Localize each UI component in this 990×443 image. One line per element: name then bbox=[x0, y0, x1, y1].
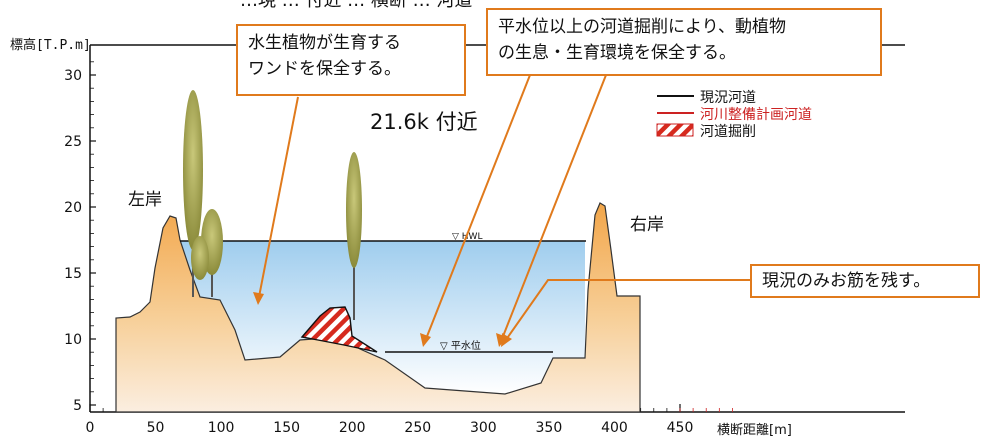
excavation-area bbox=[300, 306, 378, 353]
title-partial: …現 … 付近 … 横断 … 河道 bbox=[240, 0, 472, 11]
x-axis-title: 横断距離[m] bbox=[717, 423, 792, 438]
tree-center bbox=[346, 152, 362, 268]
y-tick-label-5: 5 bbox=[73, 398, 82, 414]
tree-group-left bbox=[183, 90, 223, 297]
x-tick-label-250: 250 bbox=[404, 420, 431, 436]
x-tick-label-0: 0 bbox=[86, 420, 95, 436]
y-tick-label-25: 25 bbox=[64, 134, 82, 150]
callout-channel: 現況のみお筋を残す。 bbox=[750, 264, 980, 298]
left-bank-label: 左岸 bbox=[128, 190, 162, 210]
y-tick-label-10: 10 bbox=[64, 332, 82, 348]
x-axis-ticks: 0 50 100 150 200 250 300 350 400 450 bbox=[86, 404, 733, 436]
callout-excavation-line-2: の生息・生育環境を保全する。 bbox=[498, 43, 736, 63]
legend-label-existing: 現況河道 bbox=[700, 90, 756, 106]
tree-tall bbox=[183, 90, 203, 250]
x-tick-label-450: 450 bbox=[667, 420, 694, 436]
x-tick-label-150: 150 bbox=[273, 420, 300, 436]
y-tick-label-20: 20 bbox=[64, 200, 82, 216]
callout-excavation: 平水位以上の河道掘削により、動植物 の生息・生育環境を保全する。 bbox=[486, 8, 882, 76]
leader-wando bbox=[257, 96, 299, 303]
leader-channel-arrow bbox=[501, 333, 512, 347]
callout-excavation-line-1: 平水位以上の河道掘削により、動植物 bbox=[498, 17, 786, 37]
x-tick-label-350: 350 bbox=[536, 420, 563, 436]
leader-excavation-1-arrow bbox=[420, 333, 431, 347]
location-label: 21.6k 付近 bbox=[370, 110, 478, 134]
tree-group-center bbox=[346, 152, 362, 320]
x-tick-label-300: 300 bbox=[470, 420, 497, 436]
callout-wando: 水生植物が生育する ワンドを保全する。 bbox=[236, 24, 466, 96]
tree-short-2 bbox=[191, 236, 209, 280]
legend-swatch-excavation bbox=[656, 123, 694, 137]
y-tick-label-15: 15 bbox=[64, 266, 82, 282]
right-bank-label: 右岸 bbox=[630, 215, 664, 235]
callout-wando-line-2: ワンドを保全する。 bbox=[248, 59, 401, 79]
legend bbox=[656, 95, 694, 137]
leader-excavation-1 bbox=[423, 74, 531, 345]
x-tick-label-200: 200 bbox=[339, 420, 366, 436]
normal-water-level-label: ▽ 平水位 bbox=[440, 339, 481, 352]
y-tick-label-30: 30 bbox=[64, 68, 82, 84]
y-axis-ticks: 30 25 20 15 10 5 bbox=[64, 61, 96, 414]
x-tick-label-50: 50 bbox=[147, 420, 165, 436]
x-tick-label-100: 100 bbox=[208, 420, 235, 436]
legend-label-plan: 河川整備計画河道 bbox=[700, 107, 812, 123]
y-axis-title: 標高[T.P.m] bbox=[10, 38, 91, 53]
x-tick-label-400: 400 bbox=[601, 420, 628, 436]
legend-label-excavation: 河道掘削 bbox=[700, 124, 756, 140]
leader-channel bbox=[502, 279, 750, 345]
leader-wando-arrow bbox=[253, 292, 264, 305]
leader-excavation-2 bbox=[499, 74, 607, 345]
callout-channel-line: 現況のみお筋を残す。 bbox=[762, 271, 931, 291]
callout-wando-line-1: 水生植物が生育する bbox=[248, 33, 401, 53]
